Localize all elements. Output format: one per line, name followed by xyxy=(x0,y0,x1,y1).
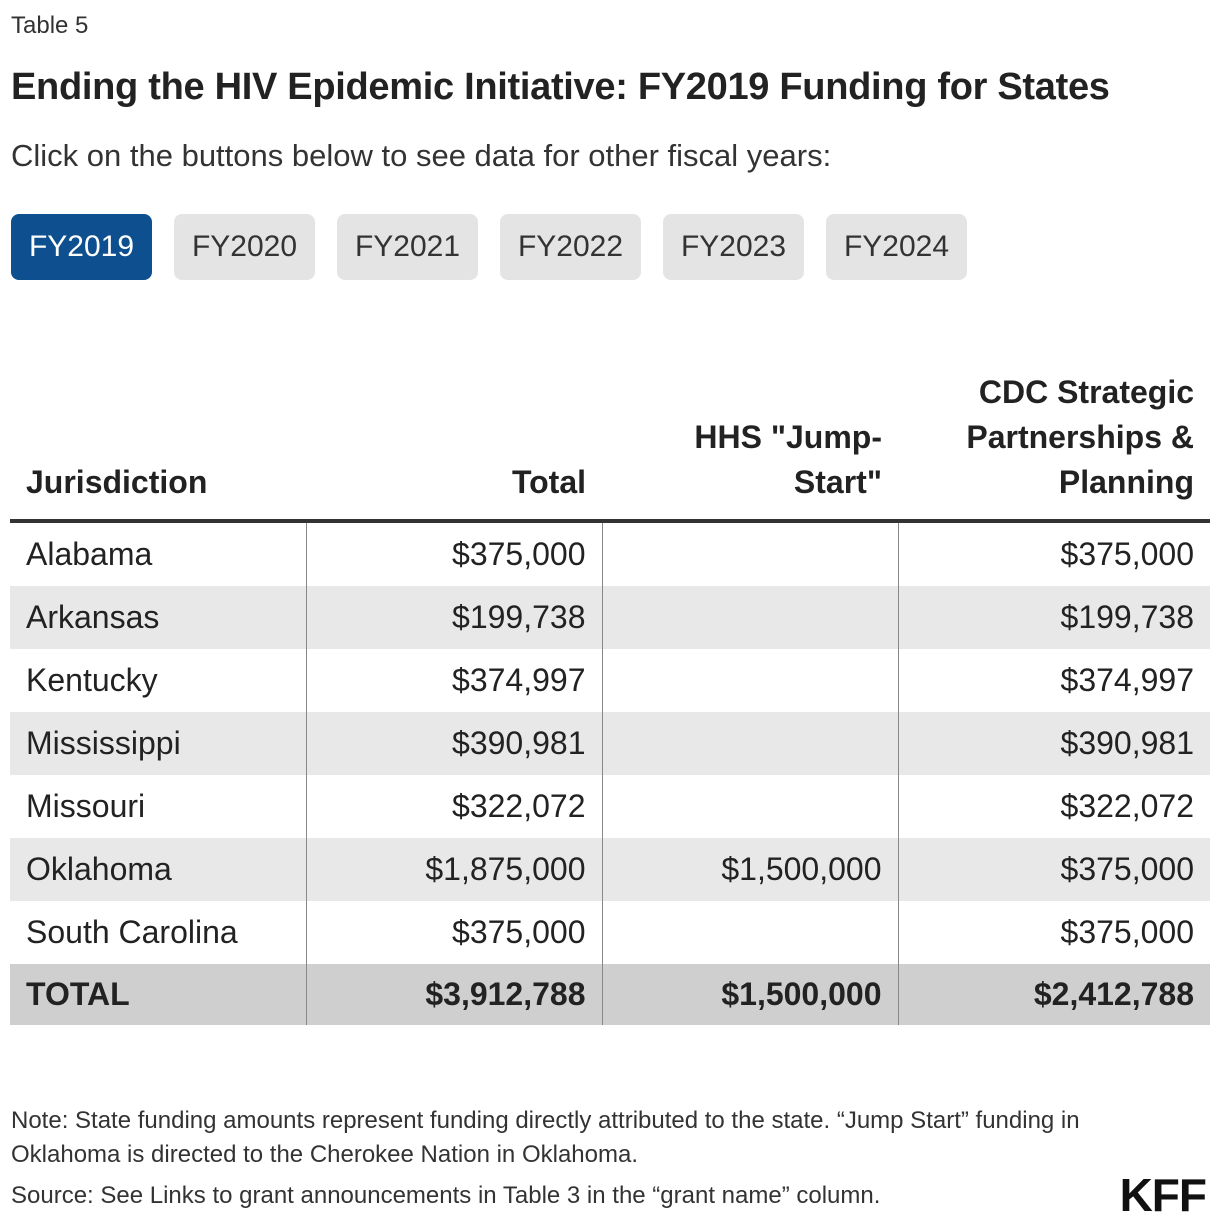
year-button-group: FY2019 FY2020 FY2021 FY2022 FY2023 FY202… xyxy=(11,214,967,280)
table-header-row: Jurisdiction Total HHS "Jump-Start" CDC … xyxy=(10,370,1210,523)
table-label: Table 5 xyxy=(11,12,89,39)
table-row: Mississippi $390,981 $390,981 xyxy=(10,712,1210,775)
cell-jurisdiction: Arkansas xyxy=(10,586,306,649)
header-total[interactable]: Total xyxy=(306,370,602,523)
header-cdc-strategic[interactable]: CDC Strategic Partnerships & Planning xyxy=(898,370,1210,523)
total-cdc-strategic: $2,412,788 xyxy=(897,964,1210,1025)
year-button-fy2024[interactable]: FY2024 xyxy=(826,214,967,280)
cell-cdc-strategic: $375,000 xyxy=(897,521,1210,586)
table-total-row: TOTAL $3,912,788 $1,500,000 $2,412,788 xyxy=(10,964,1210,1025)
cell-jump-start xyxy=(601,521,898,586)
table-row: South Carolina $375,000 $375,000 xyxy=(10,901,1210,964)
cell-cdc-strategic: $374,997 xyxy=(897,649,1210,712)
cell-cdc-strategic: $322,072 xyxy=(897,775,1210,838)
table-row: Missouri $322,072 $322,072 xyxy=(10,775,1210,838)
year-button-fy2019[interactable]: FY2019 xyxy=(11,214,152,280)
kff-logo: KFF xyxy=(1119,1169,1207,1221)
cell-total: $375,000 xyxy=(305,901,602,964)
cell-jump-start xyxy=(601,712,898,775)
cell-total: $374,997 xyxy=(305,649,602,712)
table-row: Arkansas $199,738 $199,738 xyxy=(10,586,1210,649)
year-button-fy2021[interactable]: FY2021 xyxy=(337,214,478,280)
cell-jurisdiction: South Carolina xyxy=(26,914,238,950)
cell-cdc-strategic: $375,000 xyxy=(897,901,1210,964)
cell-cdc-strategic: $199,738 xyxy=(897,586,1210,649)
cell-total: $322,072 xyxy=(305,775,602,838)
year-button-fy2023[interactable]: FY2023 xyxy=(663,214,804,280)
total-label: TOTAL xyxy=(10,964,306,1025)
year-button-fy2020[interactable]: FY2020 xyxy=(174,214,315,280)
funding-table: Jurisdiction Total HHS "Jump-Start" CDC … xyxy=(10,370,1210,1025)
cell-total: $375,000 xyxy=(305,521,602,586)
table-row: Oklahoma $1,875,000 $1,500,000 $375,000 xyxy=(10,838,1210,901)
total-amount: $3,912,788 xyxy=(305,964,602,1025)
header-jump-start[interactable]: HHS "Jump-Start" xyxy=(602,370,898,523)
footnote: Note: State funding amounts represent fu… xyxy=(11,1107,1080,1168)
table-row: Alabama $375,000 $375,000 xyxy=(10,521,1210,586)
cell-total: $1,875,000 xyxy=(305,838,602,901)
cell-jurisdiction: Kentucky xyxy=(26,662,158,698)
cell-total: $390,981 xyxy=(305,712,602,775)
cell-jump-start xyxy=(601,586,898,649)
cell-jurisdiction: Alabama xyxy=(26,536,153,572)
table-row: Kentucky $374,997 $374,997 xyxy=(10,649,1210,712)
year-button-fy2022[interactable]: FY2022 xyxy=(500,214,641,280)
header-jurisdiction[interactable]: Jurisdiction xyxy=(10,370,306,523)
page-subtitle: Click on the buttons below to see data f… xyxy=(11,138,832,173)
cell-jurisdiction: Mississippi xyxy=(10,712,306,775)
cell-jump-start xyxy=(601,901,898,964)
cell-total: $199,738 xyxy=(305,586,602,649)
cell-jump-start xyxy=(601,775,898,838)
page-title: Ending the HIV Epidemic Initiative: FY20… xyxy=(11,66,1110,108)
cell-cdc-strategic: $390,981 xyxy=(897,712,1210,775)
cell-jump-start xyxy=(601,649,898,712)
cell-jurisdiction: Oklahoma xyxy=(10,838,306,901)
cell-jurisdiction: Missouri xyxy=(26,788,146,824)
cell-jump-start: $1,500,000 xyxy=(601,838,898,901)
source-note: Source: See Links to grant announcements… xyxy=(11,1182,881,1209)
total-jump-start: $1,500,000 xyxy=(601,964,898,1025)
cell-cdc-strategic: $375,000 xyxy=(897,838,1210,901)
